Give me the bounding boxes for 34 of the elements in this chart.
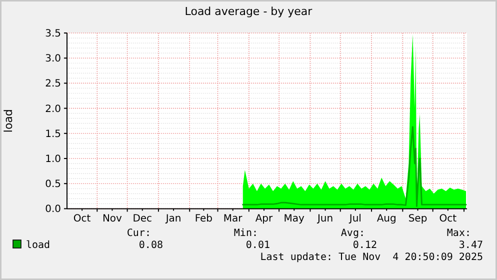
x-tick-label: Feb [194, 214, 213, 225]
y-tick-label: 0.5 [45, 179, 61, 190]
y-tick-label: 1.0 [45, 154, 61, 165]
y-tick-label: 2.5 [45, 78, 61, 90]
x-tick-label: Nov [102, 214, 122, 225]
legend-label: load [26, 240, 50, 251]
y-tick-label: 2.0 [45, 104, 61, 115]
text: Cur: [126, 228, 151, 239]
text: 0.01 [246, 240, 270, 251]
x-tick-label: Dec [132, 214, 152, 225]
x-tick-label: Jun [316, 214, 334, 225]
x-tick-label: Mar [223, 214, 244, 225]
y-tick-label: 3.5 [45, 28, 61, 40]
y-tick-label: 3.0 [45, 54, 61, 65]
text: Max: [446, 228, 471, 239]
x-tick-label: Jan [164, 214, 182, 225]
y-tick-label: 1.5 [45, 128, 61, 140]
x-tick-label: May [284, 214, 305, 225]
chart-title: Load average - by year [184, 5, 313, 18]
text: 3.47 [458, 240, 483, 251]
line-series [242, 126, 467, 207]
x-tick-label: Jul [348, 214, 362, 225]
x-tick-label: Oct [439, 214, 457, 225]
y-tick-label: 0.0 [45, 204, 61, 216]
text: 0.12 [352, 240, 377, 251]
x-tick-label: Sep [408, 214, 428, 225]
text: 0.08 [138, 240, 163, 251]
x-tick-label: Apr [255, 214, 274, 225]
text: Last update: Tue Nov 4 20:50:09 2025 [260, 252, 483, 263]
x-tick-label: Oct [73, 214, 91, 225]
text: Min: [234, 228, 258, 239]
x-tick-label: Aug [376, 214, 396, 225]
text: Avg: [340, 228, 365, 239]
y-axis-title: load [2, 109, 15, 133]
